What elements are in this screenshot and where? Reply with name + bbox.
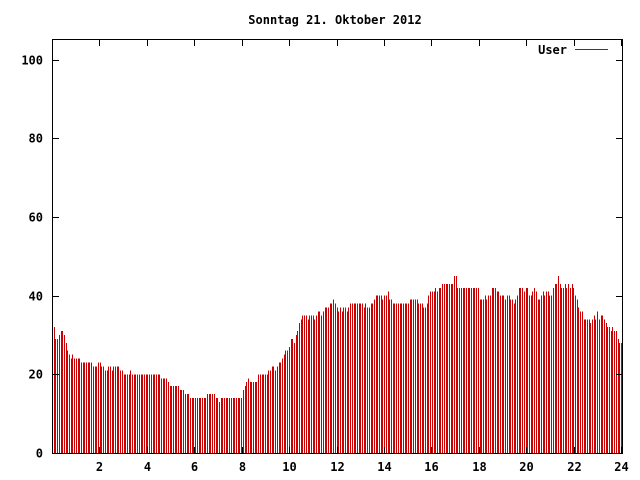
chart-title: Sonntag 21. Oktober 2012 — [248, 13, 421, 27]
x-tick-label: 8 — [239, 460, 246, 474]
legend-label-user: User — [538, 43, 567, 57]
x-tick-label: 12 — [330, 460, 344, 474]
x-tick-label: 22 — [567, 460, 581, 474]
x-tick-label: 20 — [519, 460, 533, 474]
x-tick-label: 6 — [191, 460, 198, 474]
x-tick-label: 2 — [96, 460, 103, 474]
x-tick-label: 4 — [144, 460, 151, 474]
y-tick-label: 100 — [21, 54, 43, 68]
y-tick-label: 0 — [36, 447, 43, 461]
y-tick-label: 80 — [29, 132, 43, 146]
bar-series-user — [54, 276, 622, 453]
x-tick-label: 16 — [424, 460, 438, 474]
x-tick-label: 14 — [377, 460, 391, 474]
x-tick-label: 10 — [282, 460, 296, 474]
y-axis: 0 20 40 60 80 100 — [21, 54, 622, 461]
x-tick-label: 24 — [614, 460, 628, 474]
y-tick-label: 40 — [29, 290, 43, 304]
x-tick-label: 18 — [472, 460, 486, 474]
y-tick-label: 60 — [29, 211, 43, 225]
x-axis: 2 4 6 8 10 12 14 16 18 20 22 24 — [96, 40, 629, 474]
plot-frame — [52, 39, 623, 454]
legend: User — [538, 43, 608, 57]
y-tick-label: 20 — [29, 368, 43, 382]
